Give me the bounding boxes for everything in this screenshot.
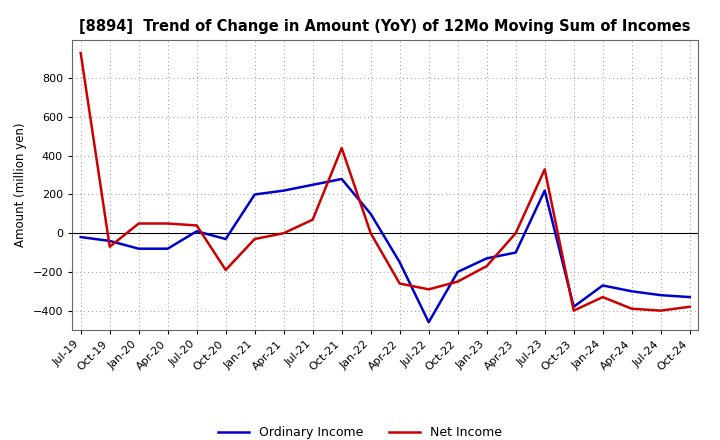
- Ordinary Income: [105, 238, 114, 244]
- Net Income: [482, 264, 491, 269]
- Net Income: [424, 287, 433, 292]
- Ordinary Income: [395, 260, 404, 265]
- Ordinary Income: [279, 188, 288, 193]
- Ordinary Income: [541, 188, 549, 193]
- Ordinary Income: [685, 294, 694, 300]
- Y-axis label: Amount (million yen): Amount (million yen): [14, 123, 27, 247]
- Ordinary Income: [454, 269, 462, 275]
- Net Income: [135, 221, 143, 226]
- Net Income: [598, 294, 607, 300]
- Net Income: [366, 231, 375, 236]
- Ordinary Income: [570, 304, 578, 309]
- Net Income: [308, 217, 317, 222]
- Ordinary Income: [76, 235, 85, 240]
- Net Income: [338, 145, 346, 150]
- Ordinary Income: [366, 211, 375, 216]
- Ordinary Income: [338, 176, 346, 182]
- Net Income: [395, 281, 404, 286]
- Line: Ordinary Income: Ordinary Income: [81, 179, 690, 322]
- Ordinary Income: [163, 246, 172, 251]
- Ordinary Income: [308, 182, 317, 187]
- Net Income: [657, 308, 665, 313]
- Ordinary Income: [251, 192, 259, 197]
- Net Income: [76, 51, 85, 56]
- Ordinary Income: [221, 236, 230, 242]
- Ordinary Income: [627, 289, 636, 294]
- Ordinary Income: [657, 293, 665, 298]
- Net Income: [685, 304, 694, 309]
- Legend: Ordinary Income, Net Income: Ordinary Income, Net Income: [213, 422, 507, 440]
- Line: Net Income: Net Income: [81, 53, 690, 311]
- Net Income: [192, 223, 201, 228]
- Ordinary Income: [135, 246, 143, 251]
- Net Income: [570, 308, 578, 313]
- Net Income: [105, 244, 114, 249]
- Net Income: [454, 279, 462, 284]
- Net Income: [541, 167, 549, 172]
- Net Income: [279, 231, 288, 236]
- Title: [8894]  Trend of Change in Amount (YoY) of 12Mo Moving Sum of Incomes: [8894] Trend of Change in Amount (YoY) o…: [79, 19, 691, 34]
- Net Income: [627, 306, 636, 312]
- Net Income: [511, 231, 520, 236]
- Ordinary Income: [598, 283, 607, 288]
- Ordinary Income: [511, 250, 520, 255]
- Net Income: [163, 221, 172, 226]
- Ordinary Income: [424, 319, 433, 325]
- Ordinary Income: [482, 256, 491, 261]
- Net Income: [221, 268, 230, 273]
- Net Income: [251, 236, 259, 242]
- Ordinary Income: [192, 229, 201, 234]
